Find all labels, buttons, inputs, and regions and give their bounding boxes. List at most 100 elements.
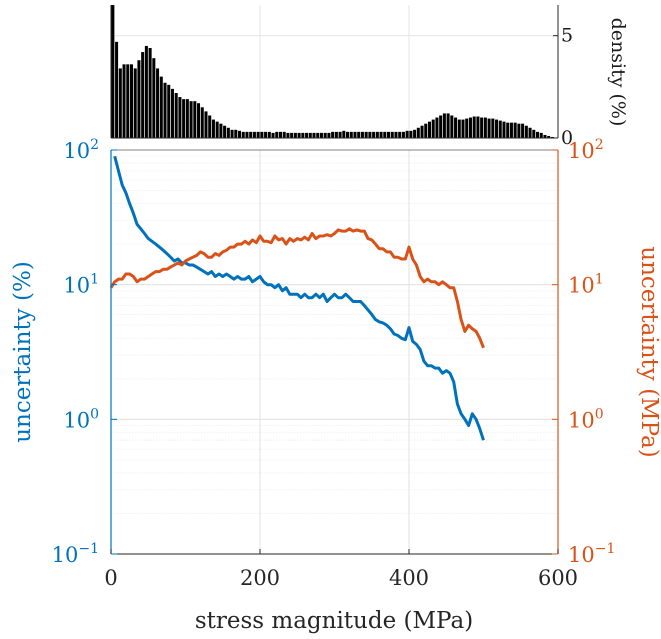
xtick-label: 400 [389, 566, 429, 590]
histogram-bar [327, 132, 331, 138]
histogram-bar [387, 131, 391, 138]
histogram-bar [293, 132, 297, 138]
histogram-bar [126, 64, 130, 138]
histogram-bar [353, 131, 357, 138]
histogram-bar [457, 119, 461, 138]
histogram-bar [360, 131, 364, 138]
histogram-bar [286, 132, 290, 138]
histogram-bar [305, 132, 309, 138]
histogram-bar [521, 123, 525, 138]
histogram-bar [468, 117, 472, 138]
main-left-yticks: 10−1 100 101 102 [52, 137, 117, 567]
histogram-bar [517, 123, 521, 138]
xaxis-label: stress magnitude (MPa) [195, 608, 473, 634]
series-line-right [109, 227, 485, 349]
main-right-yticks: 10−1 100 101 102 [552, 137, 615, 567]
histogram-panel: 05 density (%) [110, 5, 629, 149]
histogram-bar [249, 131, 253, 138]
histogram-bar [122, 64, 126, 138]
right-ytick-label: 101 [568, 272, 604, 298]
histogram-bar [375, 131, 379, 138]
histogram-bar [446, 113, 450, 138]
main-series [109, 155, 485, 441]
histogram-bar [319, 132, 323, 138]
histogram-bar [502, 121, 506, 138]
histogram-bar [334, 131, 338, 138]
histogram-bar [539, 132, 543, 138]
histogram-bar [301, 132, 305, 138]
histogram-bar [495, 119, 499, 138]
histogram-bar [506, 122, 510, 138]
histogram-bar [256, 131, 260, 138]
histogram-bar [290, 132, 294, 138]
histogram-bar [223, 125, 227, 138]
histogram-bar [297, 132, 301, 138]
right-ytick-label: 10−1 [568, 541, 615, 567]
histogram-ylabel: density (%) [607, 18, 629, 127]
histogram-bar [170, 88, 174, 138]
right-yaxis-label: uncertainty (MPa) [636, 246, 661, 457]
histogram-bars [111, 5, 554, 139]
histogram-bar [338, 131, 342, 138]
left-ytick-label: 102 [63, 137, 99, 163]
histogram-bar [323, 132, 327, 138]
histogram-bar [528, 127, 532, 138]
histogram-bar [241, 131, 245, 138]
histogram-bar [308, 132, 312, 138]
histogram-bar [379, 131, 383, 138]
histogram-bar [454, 117, 458, 138]
histogram-bar [524, 125, 528, 138]
histogram-bar [215, 121, 219, 138]
histogram-bar [413, 129, 417, 138]
histogram-bar [174, 92, 178, 138]
histogram-bar [182, 99, 186, 138]
histogram-bar [431, 119, 435, 138]
histogram-bar [152, 58, 156, 139]
histogram-bar [390, 131, 394, 138]
histogram-yticks: 05 [553, 25, 573, 149]
left-ytick-label: 10−1 [52, 541, 99, 567]
histogram-bar [405, 130, 409, 138]
histogram-bar [282, 131, 286, 138]
histogram-bar [465, 118, 469, 138]
histogram-bar [245, 131, 249, 138]
histogram-bar [278, 131, 282, 138]
histogram-bar [461, 119, 465, 138]
histogram-bar [398, 131, 402, 138]
histogram-bar [401, 131, 405, 138]
histogram-bar [331, 131, 335, 138]
histogram-bar [364, 131, 368, 138]
histogram-bar [178, 97, 182, 138]
xtick-label: 600 [538, 566, 578, 590]
histogram-bar [383, 131, 387, 138]
histogram-bar [550, 136, 554, 138]
histogram-bar [342, 130, 346, 138]
histogram-bar [200, 107, 204, 138]
histogram-bar [346, 131, 350, 138]
histogram-bar [513, 122, 517, 138]
histogram-bar [409, 130, 413, 138]
histogram-bar [424, 123, 428, 138]
histogram-bar [480, 117, 484, 138]
histogram-grid [111, 5, 558, 138]
histogram-bar [349, 131, 353, 138]
histogram-bar [159, 76, 163, 138]
histogram-bar [316, 132, 320, 138]
xtick-label: 200 [240, 566, 280, 590]
histogram-bar [111, 5, 115, 138]
left-ytick-label: 100 [63, 406, 99, 432]
histogram-bar [547, 135, 551, 138]
histogram-bar [491, 118, 495, 138]
histogram-bar [238, 130, 242, 138]
histogram-bar [185, 99, 189, 138]
histogram-bar [115, 41, 119, 139]
histogram-bar [156, 68, 160, 138]
histogram-bar [163, 82, 167, 138]
histogram-bar [483, 117, 487, 138]
main-xticks: 0 200 400 600 [104, 549, 578, 590]
histogram-bar [267, 131, 271, 138]
right-ytick-label: 102 [568, 137, 604, 163]
histogram-bar [312, 132, 316, 138]
histogram-bar [543, 134, 547, 138]
histogram-bar [476, 116, 480, 138]
